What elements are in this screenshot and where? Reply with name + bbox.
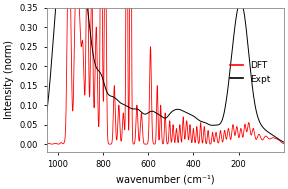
X-axis label: wavenumber (cm⁻¹): wavenumber (cm⁻¹) xyxy=(116,175,215,185)
Legend: DFT, Expt: DFT, Expt xyxy=(226,58,274,88)
Y-axis label: Intensity (norm): Intensity (norm) xyxy=(4,40,14,119)
